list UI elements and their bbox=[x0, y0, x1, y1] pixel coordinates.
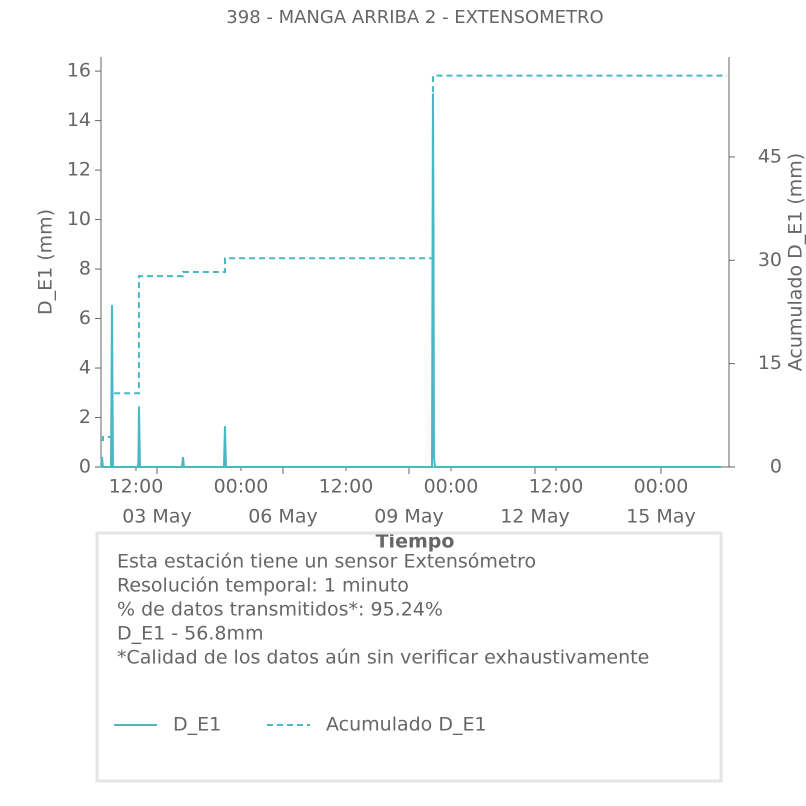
info-box bbox=[95, 531, 723, 783]
x-tick-label: 12:00 bbox=[319, 476, 374, 498]
series-line bbox=[101, 74, 727, 442]
x-tick-label: 00:00 bbox=[214, 476, 269, 498]
y-tick-label: 12 bbox=[67, 159, 91, 181]
y-tick-label: 6 bbox=[79, 307, 91, 329]
y2-tick-label: 0 bbox=[770, 456, 782, 478]
x-tick-label: 00:00 bbox=[634, 476, 689, 498]
chart-title: 398 - MANGA ARRIBA 2 - EXTENSOMETRO bbox=[226, 7, 603, 28]
y2-tick-label: 15 bbox=[758, 352, 782, 374]
y-axis-label: D_E1 (mm) bbox=[35, 209, 57, 315]
y-tick-label: 0 bbox=[79, 456, 91, 478]
legend-label: Acumulado D_E1 bbox=[326, 714, 487, 736]
y-tick-label: 2 bbox=[79, 406, 91, 428]
y2-tick-label: 30 bbox=[758, 249, 782, 271]
x-date-label: 06 May bbox=[248, 506, 318, 528]
info-line: % de datos transmitidos*: 95.24% bbox=[117, 599, 443, 621]
x-date-label: 03 May bbox=[122, 506, 192, 528]
info-line: Esta estación tiene un sensor Extensómet… bbox=[117, 551, 536, 573]
y-tick-label: 14 bbox=[67, 109, 91, 131]
y-tick-label: 16 bbox=[67, 60, 91, 82]
x-date-label: 12 May bbox=[500, 506, 570, 528]
x-tick-label: 12:00 bbox=[109, 476, 164, 498]
info-line: *Calidad de los datos aún sin verificar … bbox=[117, 647, 649, 669]
y-tick-label: 8 bbox=[79, 258, 91, 280]
y-tick-label: 10 bbox=[67, 208, 91, 230]
info-line: D_E1 - 56.8mm bbox=[117, 623, 263, 645]
legend-label: D_E1 bbox=[173, 714, 221, 736]
y-tick-label: 4 bbox=[79, 357, 91, 379]
series-line bbox=[100, 93, 722, 468]
info-line: Resolución temporal: 1 minuto bbox=[117, 575, 409, 597]
y2-tick-label: 45 bbox=[758, 145, 782, 167]
x-tick-label: 12:00 bbox=[529, 476, 584, 498]
x-date-label: 09 May bbox=[374, 506, 444, 528]
y2-axis-label: Acumulado D_E1 (mm) bbox=[785, 153, 806, 371]
x-axis-label: Tiempo bbox=[376, 531, 455, 553]
x-date-label: 15 May bbox=[626, 506, 696, 528]
x-tick-label: 00:00 bbox=[424, 476, 479, 498]
